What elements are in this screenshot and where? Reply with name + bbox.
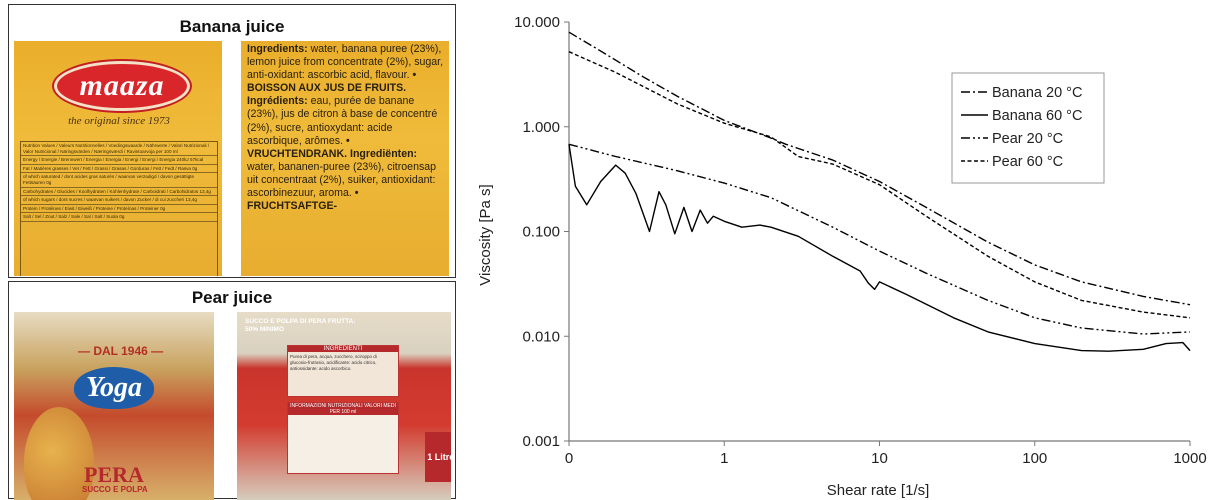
pear-back-photo: SUCCO E POLPA DI PERA FRUTTA: 50% MINIMO… <box>237 312 451 500</box>
nutrition-row: Carbohydrates / Glucides / Koolhydraten … <box>21 188 217 197</box>
x-tick-label: 0 <box>565 450 573 467</box>
x-tick-label: 100 <box>1022 450 1047 467</box>
series-line-1 <box>568 144 1191 352</box>
x-tick-label: 1 <box>720 450 728 467</box>
pear-juice-panel: Pear juice — DAL 1946 — Yoga PERA SUCCO … <box>8 281 456 500</box>
pear-panel-title: Pear juice <box>191 288 273 307</box>
ingredients-text-nl: water, bananen-puree (23%), citroensap u… <box>247 160 437 200</box>
series-line-3 <box>568 51 1191 319</box>
ingredients-heading-de: • FRUCHTSAFTGE- <box>247 187 359 213</box>
pear-illustration <box>24 407 94 500</box>
banana-panel-title: Banana juice <box>179 17 285 36</box>
ingredients-heading-fr: • BOISSON AUX JUS DE FRUITS. Ingrédients… <box>247 69 417 108</box>
yoga-logo: Yoga <box>74 367 154 409</box>
ingredients-text-fr: eau, purée de banane (23%), jus de citro… <box>247 95 438 147</box>
y-tick-label: 0.001 <box>522 433 560 450</box>
nutrition-row: of which saturated / dont acides gras sa… <box>21 173 217 188</box>
product-subtitle: SUCCO E POLPA <box>82 485 148 494</box>
ingredients-box: INGREDIENTI Purea di pera, acqua, zucche… <box>287 345 399 397</box>
legend-label: Pear 60 °C <box>992 154 1063 170</box>
y-tick-label: 0.010 <box>522 328 560 345</box>
x-tick-label: 1000 <box>1173 450 1206 467</box>
volume-badge: 1 Litro <box>425 432 451 482</box>
maaza-brand: maaza <box>79 69 165 102</box>
nutrition-row: Salt / Sel / Zout / Salz / Sale / Sal / … <box>21 213 217 222</box>
y-tick-label: 1.000 <box>522 119 560 136</box>
nutrition-info-box: INFORMAZIONI NUTRIZIONALI VALORI MEDI PE… <box>287 402 399 474</box>
ingredients-text-en: water, banana puree (23%), lemon juice f… <box>247 43 444 82</box>
legend-label: Pear 20 °C <box>992 131 1063 147</box>
nutrition-info-header: INFORMAZIONI NUTRIZIONALI VALORI MEDI PE… <box>288 403 398 415</box>
legend-label: Banana 60 °C <box>992 108 1082 124</box>
ingredients-box-text: Purea di pera, acqua, zucchero, sciroppo… <box>290 354 377 371</box>
chart-series <box>568 31 1191 352</box>
nutrition-row: Protein / Protéines / Eiwit / Eiweiß / P… <box>21 205 217 214</box>
x-tick-label: 10 <box>871 450 888 467</box>
series-line-0 <box>568 31 1191 306</box>
ingredients-heading-nl: • VRUCHTENDRANK. Ingrediënten: <box>247 134 418 160</box>
series-line-2 <box>568 143 1191 335</box>
nutrition-row: Fat / Matières grasses / Vet / Fett / Gr… <box>21 165 217 174</box>
pear-front-photo: — DAL 1946 — Yoga PERA SUCCO E POLPA <box>14 312 214 500</box>
legend-box <box>951 72 1105 184</box>
nutrition-row: Energy / Energie / Brennwert / Energia /… <box>21 156 217 165</box>
chart-axes: 0.001 0.010 0.100 1.000 10.000 0 1 10 100 1000 <box>514 14 1207 467</box>
nutrition-table: Nutrition Values / Valeurs Nutritionnell… <box>20 141 218 276</box>
nutrition-row: Nutrition Values / Valeurs Nutritionnell… <box>21 142 217 157</box>
y-tick-label: 0.100 <box>522 224 560 241</box>
y-tick-label: 10.000 <box>514 14 560 31</box>
banana-back-photo: Ingredients: water, banana puree (23%), … <box>241 41 449 276</box>
y-axis-label: Viscosity [Pa s] <box>477 184 494 285</box>
x-axis-label: Shear rate [1/s] <box>827 482 930 499</box>
product-name: PERA <box>84 462 144 487</box>
maaza-logo: maaza <box>54 61 190 111</box>
nutrition-row: of which sugars / dont sucres / waarvan … <box>21 196 217 205</box>
since-label: — DAL 1946 — <box>78 344 164 358</box>
ingredients-heading-en: Ingredients: <box>247 43 308 55</box>
back-label-header: SUCCO E POLPA DI PERA FRUTTA: 50% MINIMO <box>245 318 356 333</box>
banana-ingredients: Ingredients: water, banana puree (23%), … <box>247 43 445 213</box>
legend-label: Banana 20 °C <box>992 85 1082 101</box>
chart-legend: Banana 20 °C Banana 60 °C Pear 20 °C Pear 6… <box>951 72 1105 184</box>
banana-front-photo: maaza the original since 1973 Nutrition … <box>14 41 222 276</box>
maaza-tagline: the original since 1973 <box>68 115 170 127</box>
ingredients-box-header: INGREDIENTI <box>288 346 398 352</box>
banana-juice-panel: Banana juice maaza the original since 19… <box>8 4 456 278</box>
